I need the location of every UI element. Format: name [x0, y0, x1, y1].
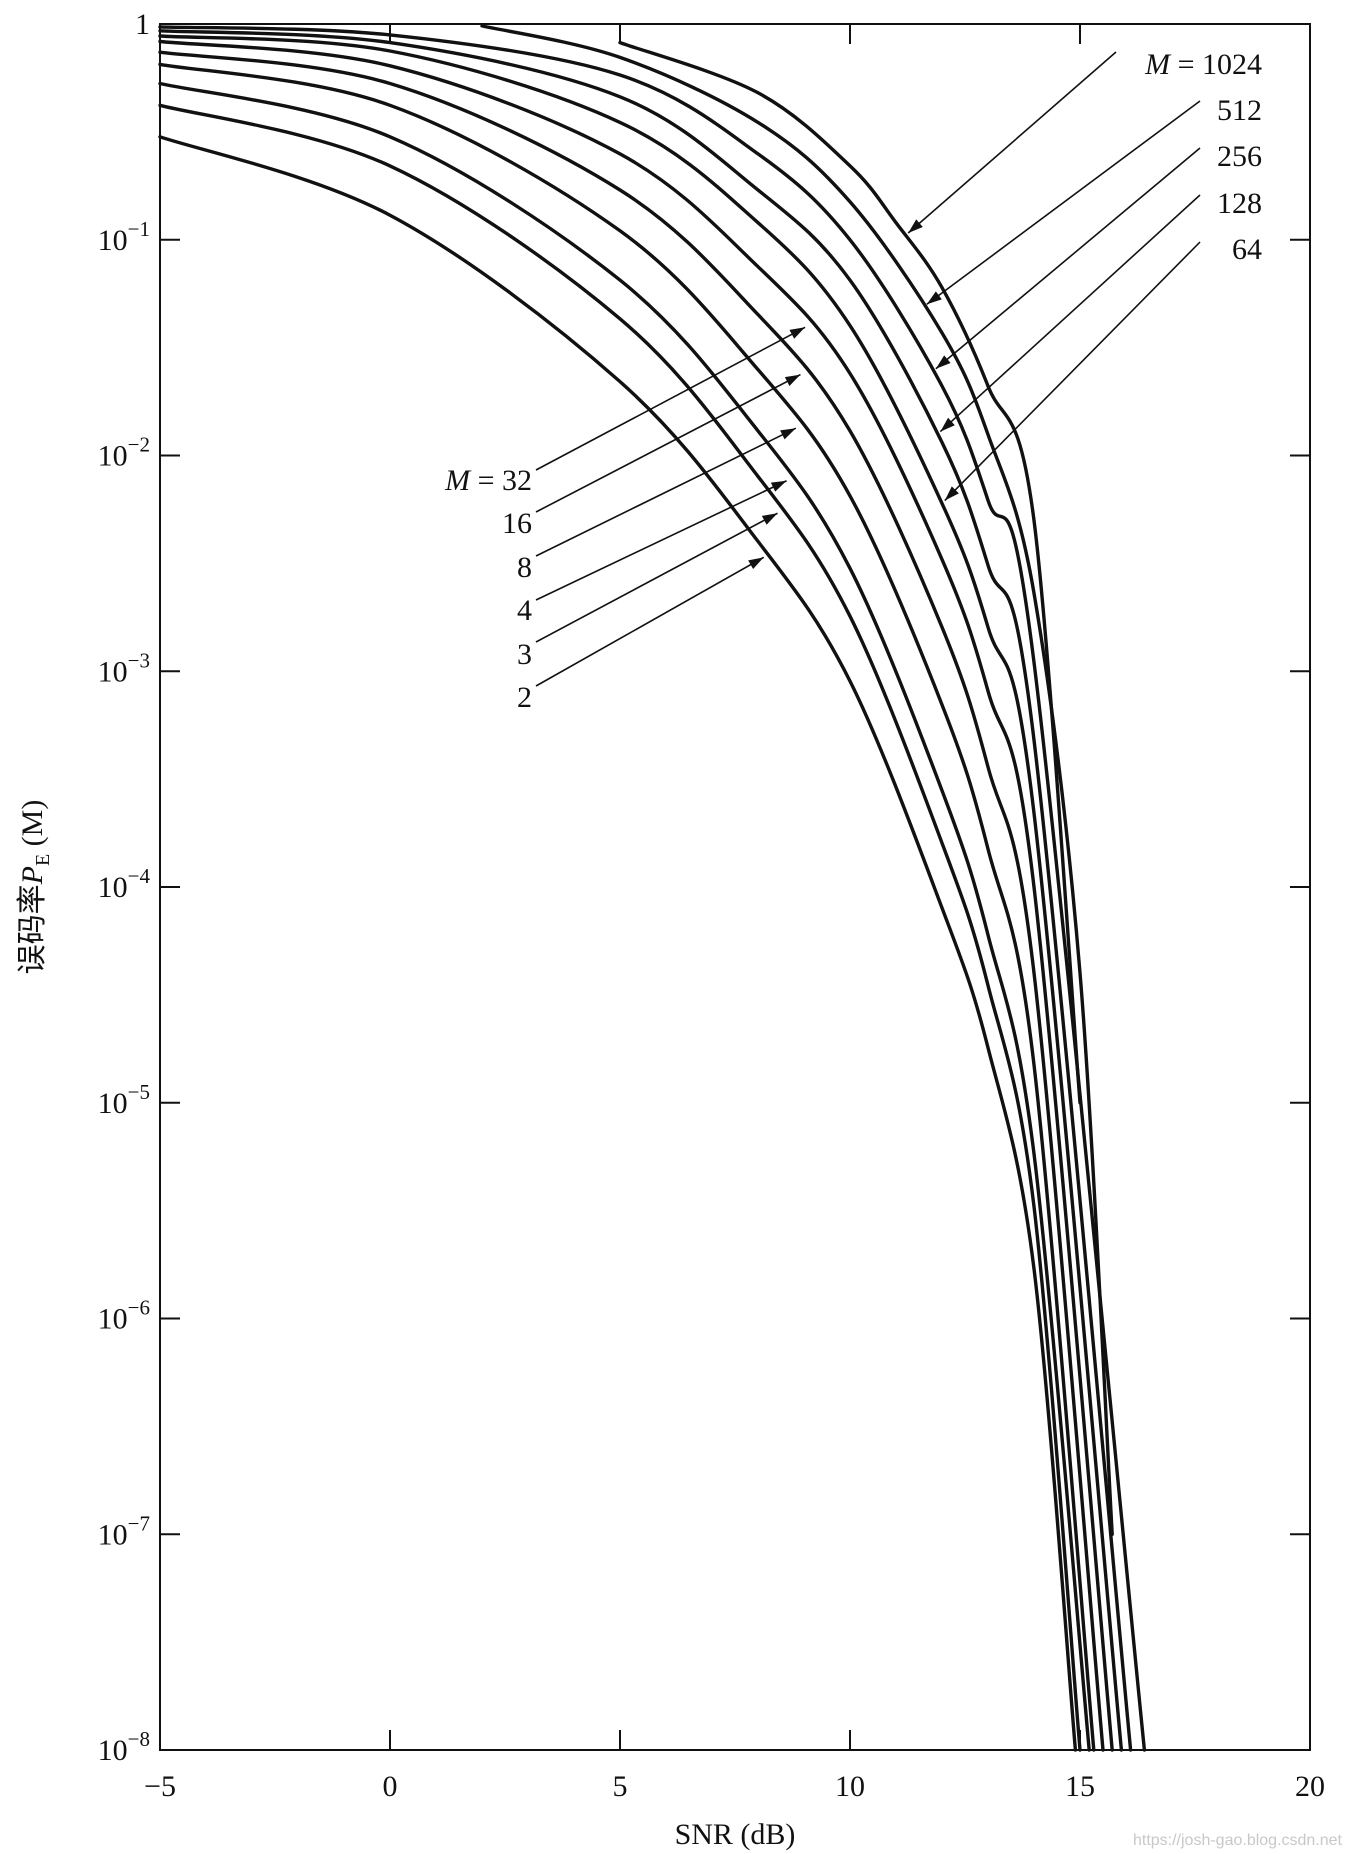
curve-label-m-256: 256: [1217, 140, 1262, 173]
y-tick-label: 10−8: [98, 1727, 150, 1767]
y-axis-label: 误码率PE (M): [16, 800, 54, 975]
curve-label-m-128: 128: [1217, 187, 1262, 220]
y-tick-label: 10−1: [98, 217, 150, 257]
curve-m-64: [158, 34, 1124, 1752]
curve-m-3: [158, 103, 1082, 1752]
x-tick-label: 5: [613, 1770, 628, 1803]
y-tick-label: 10−5: [98, 1080, 150, 1120]
leader-line-m-128: [939, 194, 1201, 433]
curve-m-1024: [618, 40, 1082, 1105]
x-axis-label: SNR (dB): [675, 1818, 796, 1851]
arrowhead-m-3: [761, 513, 778, 525]
arrowhead-m-512: [926, 291, 942, 305]
curve-label-m-4: 4: [517, 594, 532, 627]
curve-label-m-2: 2: [517, 681, 532, 714]
arrowhead-m-4: [770, 480, 787, 492]
leader-line-m-3: [535, 512, 778, 643]
y-axis-label-prefix: 误码率: [16, 884, 49, 974]
leader-line-m-256: [935, 147, 1201, 370]
x-tick-label: 0: [383, 1770, 398, 1803]
y-tick-label: 1: [135, 8, 150, 41]
arrowhead-m-128: [940, 417, 955, 432]
y-axis-label-subscript: E: [32, 854, 54, 866]
x-tick-label: 15: [1065, 1770, 1095, 1803]
curve-m-16: [158, 50, 1105, 1752]
y-axis-label-symbol: P: [16, 866, 49, 885]
leader-line-m-32: [535, 326, 806, 471]
leader-line-m-2: [535, 556, 765, 687]
leader-line-m-16: [535, 373, 801, 513]
curve-m-8: [158, 62, 1096, 1752]
x-tick-label: −5: [144, 1770, 176, 1803]
x-tick-label: 20: [1295, 1770, 1325, 1803]
leader-line-m-4: [535, 480, 787, 601]
arrowhead-m-8: [780, 428, 796, 440]
y-axis-label-suffix: (M): [16, 800, 49, 854]
y-tick-label: 10−2: [98, 433, 150, 473]
curve-label-m-1024: M = 1024: [1144, 48, 1262, 81]
y-tick-label: 10−7: [98, 1511, 150, 1551]
curve-m-2: [158, 135, 1078, 1752]
curve-m-4: [158, 81, 1091, 1752]
leader-line-m-512: [926, 100, 1201, 305]
arrowhead-m-2: [748, 557, 764, 570]
curve-m-256: [158, 25, 1147, 1752]
y-tick-label: 10−3: [98, 648, 150, 688]
curve-label-m-16: 16: [502, 507, 532, 540]
leader-line-m-64: [944, 241, 1201, 502]
curve-m-512: [480, 24, 1114, 1536]
arrowhead-m-16: [784, 374, 801, 386]
curve-m-32: [158, 39, 1114, 1752]
arrowhead-m-64: [944, 486, 959, 501]
watermark: https://josh-gao.blog.csdn.net: [1132, 1832, 1342, 1849]
curve-label-m-64: 64: [1232, 233, 1262, 266]
arrowhead-m-256: [935, 355, 951, 369]
curve-label-m-32: M = 32: [444, 464, 532, 497]
y-tick-label: 10−4: [98, 864, 151, 904]
x-tick-label: 10: [835, 1770, 865, 1803]
curve-m-128: [158, 29, 1133, 1752]
curve-label-m-3: 3: [517, 638, 532, 671]
leader-line-m-8: [535, 427, 797, 557]
arrowhead-m-1024: [908, 219, 923, 234]
leader-line-m-1024: [907, 51, 1117, 234]
arrowhead-m-32: [789, 327, 806, 339]
curve-label-m-8: 8: [517, 551, 532, 584]
y-tick-label: 10−6: [98, 1296, 150, 1336]
plot-area-frame: [159, 23, 1311, 1751]
curve-label-m-512: 512: [1217, 94, 1262, 127]
